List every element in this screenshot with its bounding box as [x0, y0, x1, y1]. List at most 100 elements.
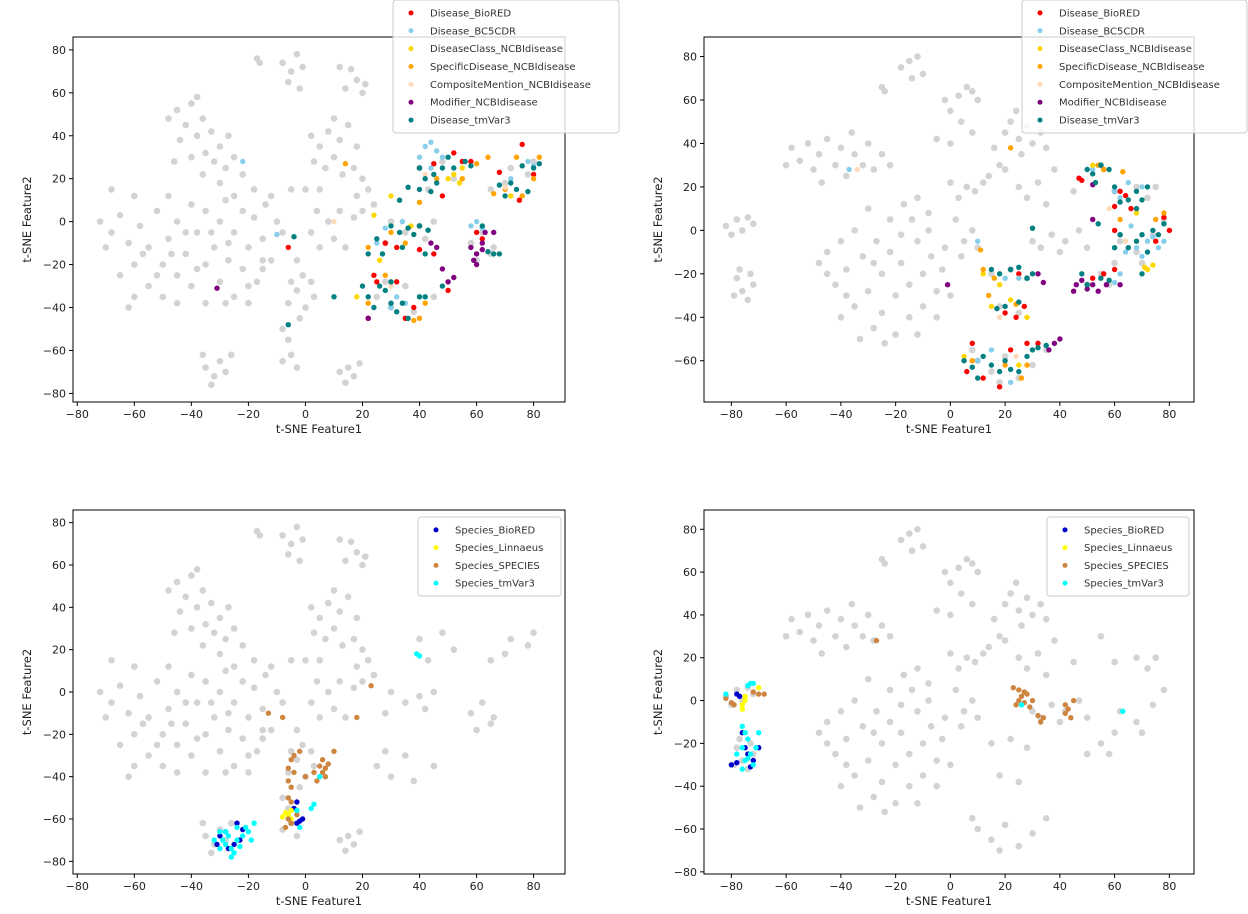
- scatter-point: [422, 176, 428, 182]
- legend-label: Modifier_NCBIdisease: [1059, 98, 1167, 109]
- scatter-point: [297, 824, 303, 831]
- scatter-point: [1024, 275, 1030, 281]
- scatter-point: [250, 214, 258, 221]
- scatter-point: [996, 161, 1003, 169]
- scatter-point: [296, 85, 304, 92]
- scatter-point: [933, 135, 940, 143]
- scatter-point: [374, 279, 380, 285]
- y-tick-label: 0: [690, 224, 697, 237]
- scatter-point: [508, 193, 514, 199]
- scatter-point: [914, 331, 921, 338]
- scatter-point: [961, 353, 967, 360]
- scatter-point: [222, 769, 229, 776]
- scatter-point: [906, 57, 913, 65]
- scatter-point: [193, 93, 201, 101]
- scatter-point: [293, 50, 301, 58]
- scatter-point: [188, 100, 195, 107]
- scatter-point: [906, 750, 913, 758]
- scatter-point: [171, 629, 178, 636]
- scatter-point: [908, 547, 916, 554]
- series-Species_Linnaeus: [739, 685, 762, 712]
- legend-label: DiseaseClass_NCBIdisease: [430, 44, 563, 55]
- scatter-point: [342, 379, 349, 387]
- scatter-point: [299, 536, 306, 543]
- scatter-point: [1142, 264, 1148, 270]
- scatter-point: [1051, 637, 1058, 644]
- scatter-point: [411, 317, 417, 324]
- legend-marker: [408, 46, 414, 52]
- scatter-point: [1117, 282, 1123, 288]
- scatter-point: [325, 688, 332, 696]
- scatter-point: [439, 154, 446, 160]
- scatter-point: [955, 194, 962, 202]
- scatter-point: [1106, 166, 1112, 173]
- scatter-point: [217, 845, 223, 852]
- scatter-point: [519, 163, 525, 169]
- scatter-point: [102, 714, 110, 721]
- y-tick-label: 60: [52, 559, 66, 572]
- scatter-point: [208, 381, 215, 389]
- scatter-point: [985, 172, 992, 180]
- scatter-point: [815, 151, 823, 158]
- y-tick-label: −60: [43, 344, 66, 357]
- scatter-point: [994, 305, 1000, 312]
- scatter-point: [376, 283, 383, 289]
- scatter-point: [974, 825, 981, 833]
- scatter-point: [402, 240, 408, 246]
- scatter-point: [451, 165, 457, 171]
- y-tick-label: −40: [43, 302, 66, 315]
- series-Disease_tmVar3: [285, 154, 542, 328]
- scatter-point: [171, 158, 178, 165]
- scatter-point: [307, 278, 315, 286]
- scatter-point: [182, 121, 189, 129]
- scatter-point: [900, 671, 908, 679]
- scatter-point: [416, 246, 423, 253]
- scatter-point: [428, 139, 434, 145]
- scatter-point: [745, 736, 751, 742]
- scatter-point: [722, 222, 730, 230]
- scatter-point: [897, 259, 905, 267]
- scatter-point: [1002, 358, 1008, 364]
- scatter-point: [279, 357, 286, 365]
- scatter-point: [125, 304, 132, 311]
- legend-marker: [408, 28, 414, 34]
- scatter-point: [411, 304, 417, 311]
- scatter-point: [330, 625, 338, 632]
- scatter-point: [969, 88, 976, 95]
- scatter-point: [125, 709, 132, 717]
- scatter-point: [947, 107, 954, 115]
- scatter-point: [274, 231, 280, 238]
- scatter-point: [467, 709, 475, 717]
- scatter-point: [388, 279, 394, 285]
- x-tick-label: −40: [180, 408, 203, 421]
- x-tick-label: 0: [947, 880, 954, 893]
- scatter-point: [736, 266, 743, 273]
- scatter-point: [265, 710, 272, 716]
- scatter-point: [450, 646, 458, 653]
- scatter-point: [288, 807, 294, 814]
- scatter-point: [1111, 245, 1118, 251]
- scatter-point: [188, 153, 195, 161]
- scatter-point: [285, 322, 291, 328]
- scatter-point: [331, 294, 337, 300]
- scatter-point: [165, 192, 172, 200]
- scatter-point: [1111, 227, 1118, 234]
- scatter-point: [1013, 314, 1019, 320]
- scatter-point: [173, 299, 181, 307]
- scatter-point: [1024, 340, 1030, 346]
- scatter-point: [1111, 279, 1118, 286]
- scatter-point: [1042, 201, 1050, 208]
- scatter-point: [165, 663, 172, 670]
- scatter-point: [222, 164, 229, 172]
- scatter-point: [405, 315, 411, 321]
- scatter-point: [202, 299, 209, 307]
- x-tick-label: −40: [180, 880, 203, 893]
- scatter-point: [1155, 232, 1162, 238]
- scatter-point: [102, 244, 110, 251]
- scatter-point: [1057, 336, 1063, 342]
- scatter-point: [919, 740, 927, 747]
- scatter-point: [1035, 712, 1041, 719]
- scatter-point: [914, 194, 921, 202]
- x-tick-label: 60: [1108, 880, 1122, 893]
- scatter-point: [756, 685, 762, 691]
